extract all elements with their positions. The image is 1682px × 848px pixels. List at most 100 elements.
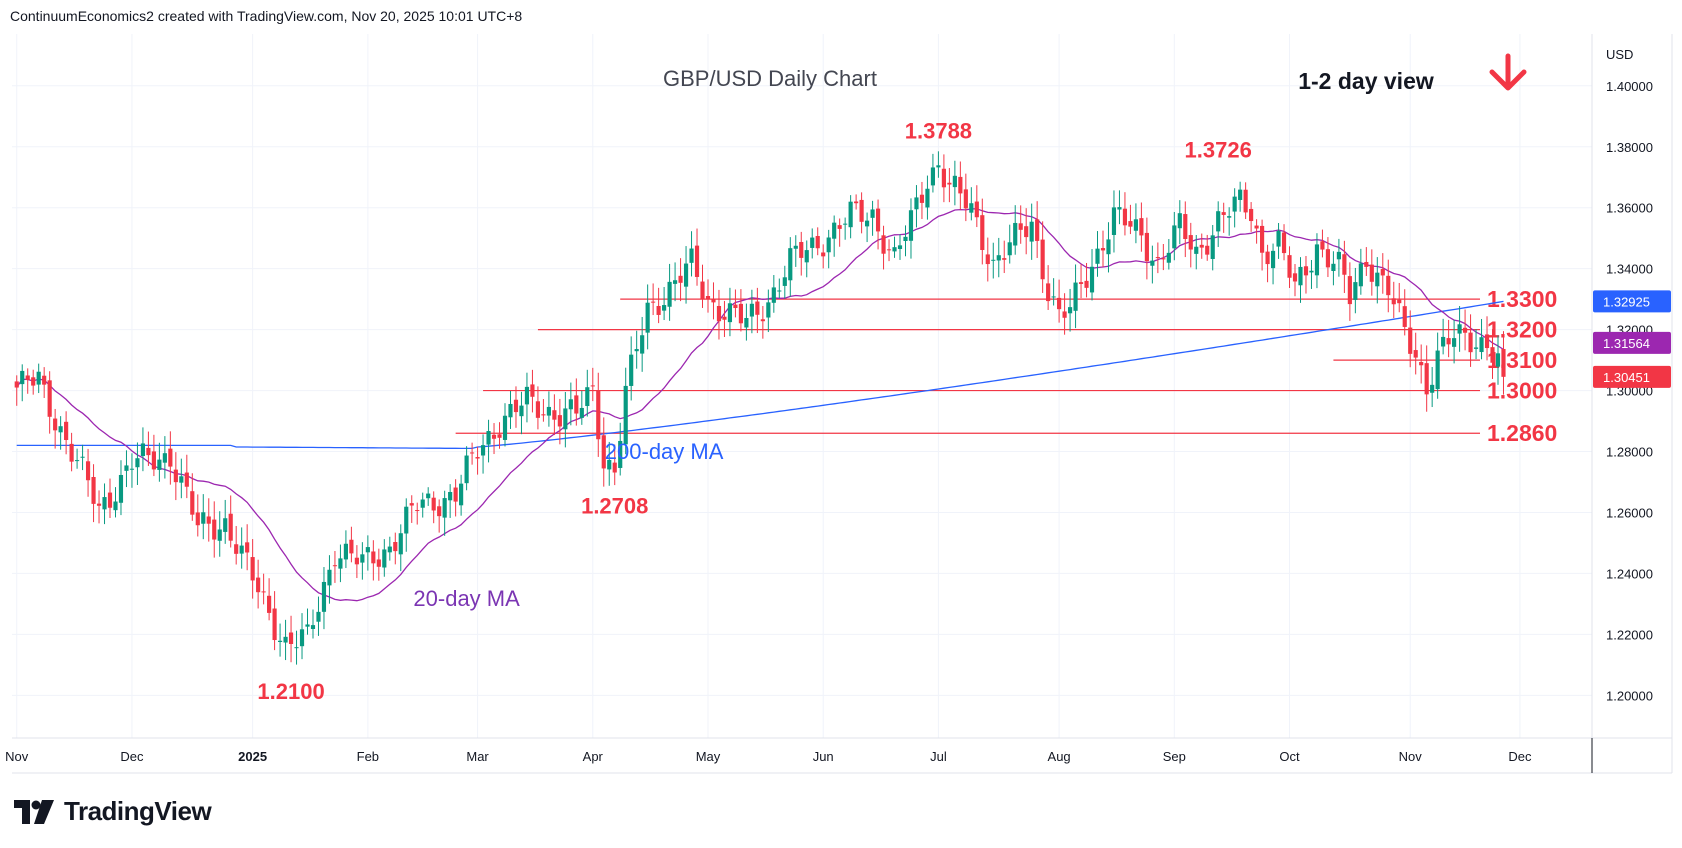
candlestick: [245, 524, 250, 571]
candle-body: [1205, 245, 1210, 255]
candle-body: [1040, 239, 1045, 280]
candle-body: [1062, 311, 1067, 318]
candle-body: [1265, 251, 1270, 265]
candle-body: [1408, 327, 1413, 354]
candle-body: [256, 577, 261, 593]
candlestick: [234, 526, 239, 565]
candlestick: [546, 391, 551, 427]
candle-body: [1298, 266, 1303, 286]
candle-body: [1342, 254, 1347, 275]
candlestick: [486, 419, 491, 463]
candlestick: [1298, 257, 1303, 303]
candlestick: [1336, 238, 1341, 277]
candlestick: [135, 442, 140, 485]
candle-body: [14, 381, 19, 388]
candle-body: [1177, 213, 1182, 229]
candlestick: [398, 524, 403, 572]
x-tick-label: Feb: [357, 749, 379, 764]
candle-body: [1364, 261, 1369, 267]
footer-logo[interactable]: TradingView: [14, 796, 212, 827]
candlestick: [470, 442, 475, 465]
candle-body: [124, 465, 129, 471]
candle-body: [360, 554, 365, 563]
candlestick: [875, 199, 881, 250]
candlestick: [1391, 281, 1396, 319]
candlestick: [1325, 237, 1331, 278]
candlestick: [310, 609, 316, 639]
candlestick: [908, 198, 914, 259]
candlestick: [448, 484, 453, 518]
candle-body: [865, 220, 870, 227]
candle-body: [1369, 264, 1374, 282]
candle-body: [1292, 273, 1298, 282]
candlestick: [1018, 205, 1023, 244]
candlestick: [1067, 288, 1073, 332]
candlestick: [283, 619, 288, 661]
candlestick: [607, 441, 612, 486]
candlestick: [925, 175, 930, 220]
candle-body: [590, 385, 595, 387]
candlestick: [656, 287, 661, 324]
candlestick: [612, 444, 617, 486]
candle-body: [173, 469, 178, 483]
candle-body: [96, 503, 102, 506]
candlestick: [1040, 221, 1045, 293]
candle-body: [1002, 258, 1007, 260]
candle-body: [426, 493, 431, 499]
candle-body: [1018, 223, 1023, 230]
candle-body: [694, 245, 700, 277]
candle-body: [793, 245, 798, 249]
candle-body: [897, 245, 903, 249]
chart-subtitle: 1-2 day view: [1298, 68, 1434, 94]
candle-body: [1024, 226, 1029, 238]
candle-body: [1424, 363, 1429, 395]
candlestick: [1287, 246, 1292, 288]
candle-body: [618, 440, 623, 468]
ma-200-line: [16, 300, 1504, 450]
candlestick: [903, 225, 908, 257]
candlestick: [1024, 208, 1029, 255]
candle-body: [113, 501, 118, 511]
candle-body: [1446, 338, 1451, 345]
candlestick: [771, 275, 776, 313]
price-label-background: [1593, 290, 1671, 313]
candlestick: [683, 246, 689, 304]
candlestick: [678, 258, 683, 302]
candle-body: [623, 385, 628, 445]
candlestick: [1057, 279, 1062, 323]
price-axis[interactable]: 1.400001.380001.360001.340001.320001.300…: [1606, 79, 1653, 704]
candle-body: [585, 387, 590, 407]
candle-body: [705, 296, 711, 300]
candlestick: [277, 623, 283, 657]
candle-body: [881, 235, 886, 254]
candlestick: [107, 478, 113, 518]
candle-body: [1238, 189, 1243, 200]
ma-20-path: [16, 208, 1504, 602]
candlestick: [64, 411, 69, 455]
candle-body: [541, 414, 546, 416]
candle-body: [294, 647, 299, 649]
candle-body: [151, 451, 156, 470]
candlestick: [321, 567, 327, 630]
candlestick: [513, 386, 519, 428]
candle-body: [557, 415, 562, 427]
candle-body: [1095, 248, 1100, 264]
x-tick-label: Mar: [466, 749, 489, 764]
candlestick: [96, 490, 102, 524]
x-tick-label: Nov: [5, 749, 29, 764]
time-axis[interactable]: Nov Dec 2025 Feb Mar Apr May Jun Jul Aug Sep Oct Nov…: [5, 749, 1532, 764]
candle-body: [409, 503, 414, 506]
candlestick: [1122, 192, 1128, 236]
candlestick: [722, 300, 727, 337]
candlestick: [42, 367, 47, 399]
attribution-text: ContinuumEconomics2 created with Trading…: [10, 8, 523, 24]
candlestick: [1051, 278, 1056, 306]
candle-body: [711, 298, 716, 303]
candlestick: [1408, 310, 1413, 368]
candle-body: [212, 519, 217, 540]
candlestick: [332, 551, 338, 583]
candle-body: [1462, 327, 1468, 333]
candlestick: [491, 423, 497, 455]
candlestick: [1413, 332, 1418, 375]
